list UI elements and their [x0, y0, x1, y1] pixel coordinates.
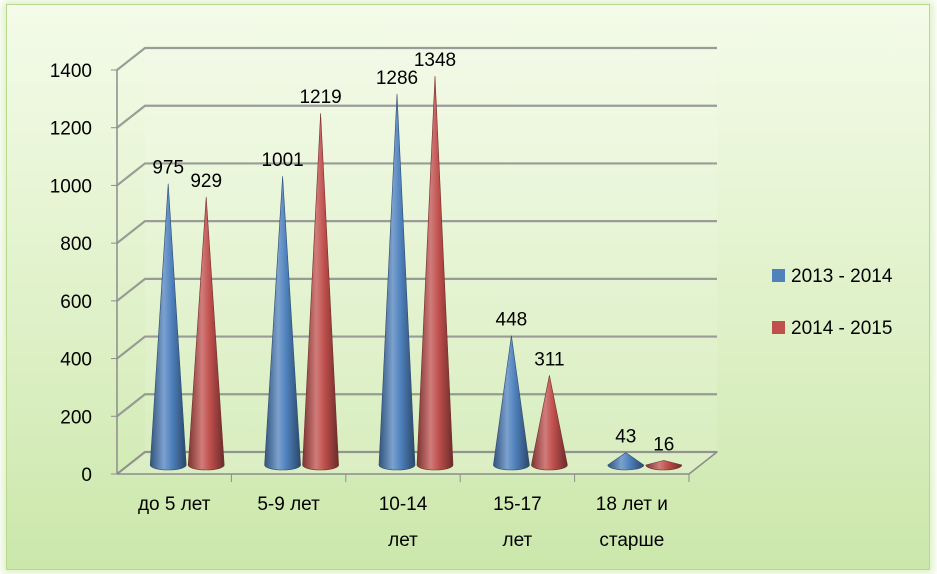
- y-tick-label: 1000: [50, 176, 92, 197]
- data-label: 448: [496, 310, 528, 331]
- x-category-label: до 5 лет: [138, 494, 211, 515]
- gridline: [116, 277, 717, 302]
- cone-1: [607, 452, 645, 471]
- data-label: 1348: [414, 50, 456, 71]
- x-category-label: 15-17 лет: [493, 494, 542, 551]
- cone-body: [607, 452, 645, 471]
- legend: 2013 - 2014 2014 - 2015: [772, 266, 893, 339]
- data-labels: 975 1001 1286 448 43 929 1219 1348 311 16: [152, 50, 674, 455]
- y-axis-ticks: 0 200 400 600 800 1000 1200 1400: [50, 61, 117, 486]
- cone-series: [149, 75, 683, 471]
- data-label: 1001: [261, 150, 303, 171]
- data-label: 1219: [299, 87, 341, 108]
- cone-body: [416, 75, 454, 471]
- y-tick-label: 400: [60, 350, 92, 371]
- data-label: 16: [653, 434, 674, 455]
- cone-1: [264, 176, 301, 471]
- cone-body: [493, 335, 530, 471]
- data-label: 311: [534, 349, 564, 370]
- cone-1: [493, 335, 530, 471]
- cone-2: [531, 375, 568, 471]
- legend-swatch: [772, 269, 785, 282]
- gridlines: [116, 46, 717, 475]
- x-category-label: 18 лет и старше: [596, 494, 668, 551]
- gridline: [116, 220, 717, 245]
- gridline: [116, 162, 717, 187]
- data-label: 975: [152, 158, 184, 179]
- chart-area: [6, 4, 930, 570]
- data-label: 43: [615, 427, 636, 448]
- gridline: [116, 335, 717, 360]
- cone-body: [187, 196, 225, 471]
- legend-label: 2013 - 2014: [791, 266, 893, 287]
- cone-2: [302, 113, 339, 471]
- cone-1: [378, 93, 416, 471]
- cone-2: [187, 196, 225, 471]
- gridline: [116, 393, 717, 418]
- y-tick-label: 0: [81, 465, 92, 486]
- legend-label: 2014 - 2015: [791, 318, 892, 339]
- cone-2: [416, 75, 454, 471]
- y-tick-label: 800: [60, 234, 92, 255]
- x-category-label: 5-9 лет: [257, 494, 320, 515]
- cone-body: [531, 375, 568, 471]
- cone-body: [645, 460, 683, 471]
- y-tick-label: 1200: [50, 119, 92, 140]
- cone-2: [645, 460, 683, 471]
- cone-body: [378, 93, 416, 471]
- y-tick-label: 1400: [50, 61, 92, 82]
- cone-body: [302, 113, 339, 471]
- cone-body: [264, 176, 301, 471]
- gridline: [116, 104, 717, 129]
- floor-edge: [688, 451, 718, 475]
- y-tick-label: 200: [60, 407, 92, 428]
- data-label: 929: [190, 171, 222, 192]
- data-label: 1286: [376, 68, 418, 89]
- cone-1: [149, 183, 187, 471]
- axes: [116, 70, 718, 475]
- legend-swatch: [772, 321, 785, 334]
- cone-body: [149, 183, 187, 471]
- x-category-label: 10-14 лет: [379, 494, 428, 551]
- gridline: [116, 46, 717, 71]
- y-tick-label: 600: [60, 292, 92, 313]
